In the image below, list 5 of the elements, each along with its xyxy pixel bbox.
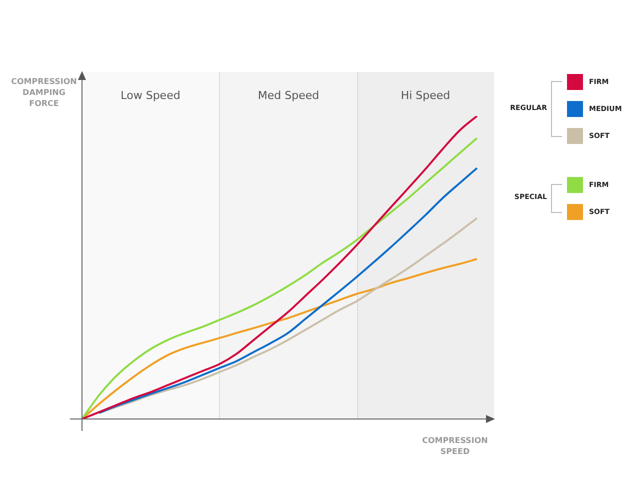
- x-axis-title: COMPRESSION SPEED: [421, 435, 489, 457]
- text: Med Speed: [256, 89, 320, 102]
- y-axis-title: COMPRESSION DAMPING FORCE: [10, 76, 78, 109]
- text: Hi Speed: [400, 89, 452, 102]
- text: Low Speed: [120, 89, 182, 102]
